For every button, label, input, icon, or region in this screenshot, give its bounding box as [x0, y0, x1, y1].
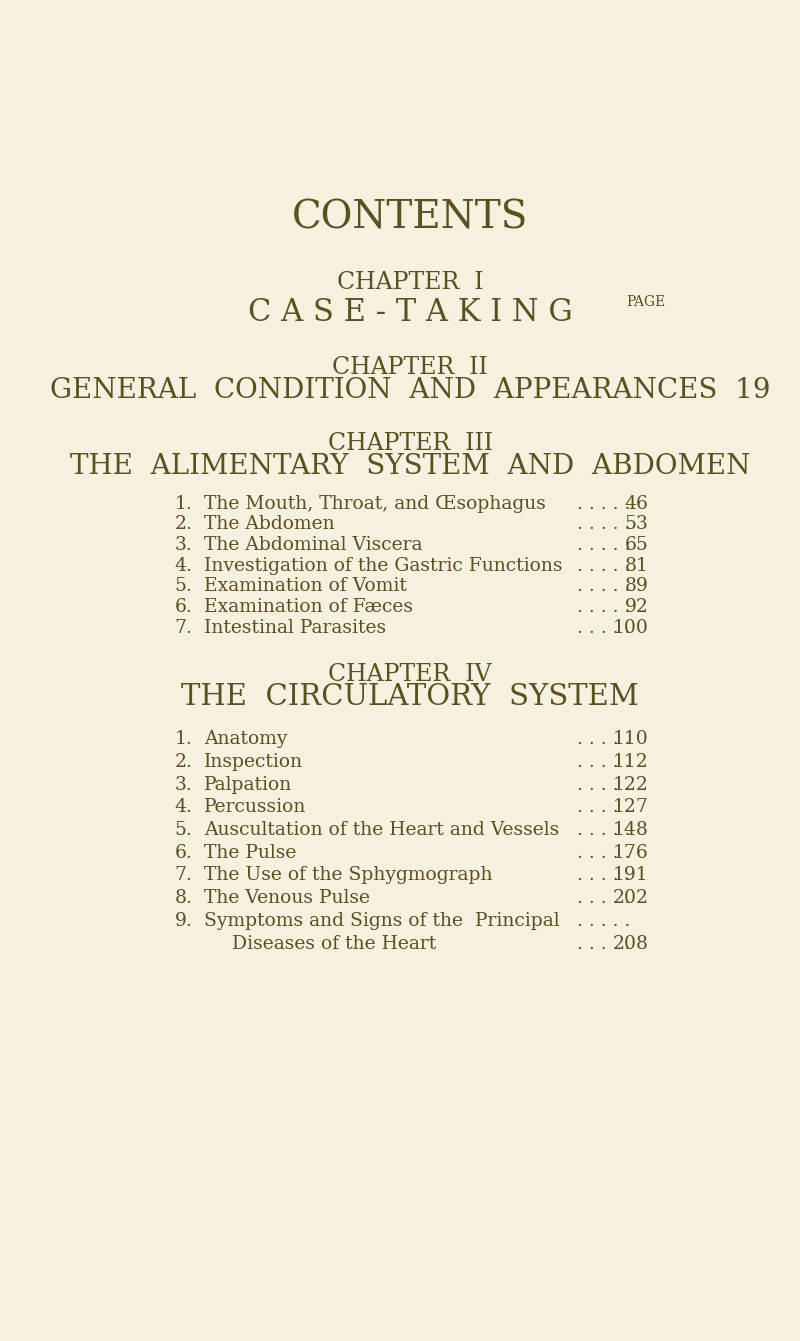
Text: 89: 89: [625, 578, 649, 595]
Text: . . . . .: . . . . .: [577, 578, 630, 595]
Text: C A S E - T A K I N G: C A S E - T A K I N G: [248, 298, 572, 329]
Text: CHAPTER  III: CHAPTER III: [327, 432, 493, 456]
Text: 7.: 7.: [174, 618, 192, 637]
Text: 9.: 9.: [174, 912, 192, 929]
Text: 4.: 4.: [174, 798, 192, 817]
Text: . . . . .: . . . . .: [577, 798, 630, 817]
Text: Investigation of the Gastric Functions: Investigation of the Gastric Functions: [204, 557, 562, 575]
Text: . . . . .: . . . . .: [577, 775, 630, 794]
Text: CHAPTER  IV: CHAPTER IV: [328, 662, 492, 685]
Text: 191: 191: [613, 866, 649, 885]
Text: 202: 202: [613, 889, 649, 907]
Text: 81: 81: [625, 557, 649, 575]
Text: Intestinal Parasites: Intestinal Parasites: [204, 618, 386, 637]
Text: 5.: 5.: [174, 821, 192, 839]
Text: 148: 148: [613, 821, 649, 839]
Text: 92: 92: [625, 598, 649, 616]
Text: 3.: 3.: [174, 536, 192, 554]
Text: . . . . .: . . . . .: [577, 866, 630, 885]
Text: 4.: 4.: [174, 557, 192, 575]
Text: 110: 110: [613, 730, 649, 748]
Text: Examination of Vomit: Examination of Vomit: [204, 578, 407, 595]
Text: 8.: 8.: [174, 889, 192, 907]
Text: The Pulse: The Pulse: [204, 843, 297, 862]
Text: . . . . .: . . . . .: [577, 495, 630, 512]
Text: 53: 53: [625, 515, 649, 534]
Text: 127: 127: [613, 798, 649, 817]
Text: 3.: 3.: [174, 775, 192, 794]
Text: 122: 122: [613, 775, 649, 794]
Text: Inspection: Inspection: [204, 752, 303, 771]
Text: 2.: 2.: [174, 752, 192, 771]
Text: . . . . .: . . . . .: [577, 752, 630, 771]
Text: THE  ALIMENTARY  SYSTEM  AND  ABDOMEN: THE ALIMENTARY SYSTEM AND ABDOMEN: [70, 453, 750, 480]
Text: Palpation: Palpation: [204, 775, 293, 794]
Text: 65: 65: [625, 536, 649, 554]
Text: The Venous Pulse: The Venous Pulse: [204, 889, 370, 907]
Text: CHAPTER  I: CHAPTER I: [337, 271, 483, 294]
Text: CONTENTS: CONTENTS: [292, 200, 528, 236]
Text: THE  CIRCULATORY  SYSTEM: THE CIRCULATORY SYSTEM: [181, 683, 639, 711]
Text: Auscultation of the Heart and Vessels: Auscultation of the Heart and Vessels: [204, 821, 559, 839]
Text: . . . . .: . . . . .: [577, 730, 630, 748]
Text: 208: 208: [613, 935, 649, 952]
Text: The Abdominal Viscera: The Abdominal Viscera: [204, 536, 422, 554]
Text: . . . . .: . . . . .: [577, 598, 630, 616]
Text: Percussion: Percussion: [204, 798, 306, 817]
Text: 176: 176: [613, 843, 649, 862]
Text: 46: 46: [625, 495, 649, 512]
Text: 6.: 6.: [174, 598, 192, 616]
Text: . . . . .: . . . . .: [577, 912, 630, 929]
Text: Anatomy: Anatomy: [204, 730, 288, 748]
Text: 2.: 2.: [174, 515, 192, 534]
Text: Symptoms and Signs of the  Principal: Symptoms and Signs of the Principal: [204, 912, 560, 929]
Text: Examination of Fæces: Examination of Fæces: [204, 598, 413, 616]
Text: 6.: 6.: [174, 843, 192, 862]
Text: . . . . .: . . . . .: [577, 935, 630, 952]
Text: . . . . .: . . . . .: [577, 515, 630, 534]
Text: . . . . .: . . . . .: [577, 821, 630, 839]
Text: The Abdomen: The Abdomen: [204, 515, 334, 534]
Text: . . . . .: . . . . .: [577, 843, 630, 862]
Text: . . . . .: . . . . .: [577, 889, 630, 907]
Text: . . . . .: . . . . .: [577, 536, 630, 554]
Text: . . . . .: . . . . .: [577, 557, 630, 575]
Text: The Mouth, Throat, and Œsophagus: The Mouth, Throat, and Œsophagus: [204, 495, 546, 512]
Text: 1.: 1.: [174, 495, 192, 512]
Text: 112: 112: [613, 752, 649, 771]
Text: 5.: 5.: [174, 578, 192, 595]
Text: PAGE: PAGE: [626, 295, 666, 310]
Text: 100: 100: [613, 618, 649, 637]
Text: The Use of the Sphygmograph: The Use of the Sphygmograph: [204, 866, 493, 885]
Text: GENERAL  CONDITION  AND  APPEARANCES  19: GENERAL CONDITION AND APPEARANCES 19: [50, 377, 770, 404]
Text: Diseases of the Heart: Diseases of the Heart: [232, 935, 436, 952]
Text: . . . . .: . . . . .: [577, 618, 630, 637]
Text: 7.: 7.: [174, 866, 192, 885]
Text: 1.: 1.: [174, 730, 192, 748]
Text: CHAPTER  II: CHAPTER II: [332, 355, 488, 380]
